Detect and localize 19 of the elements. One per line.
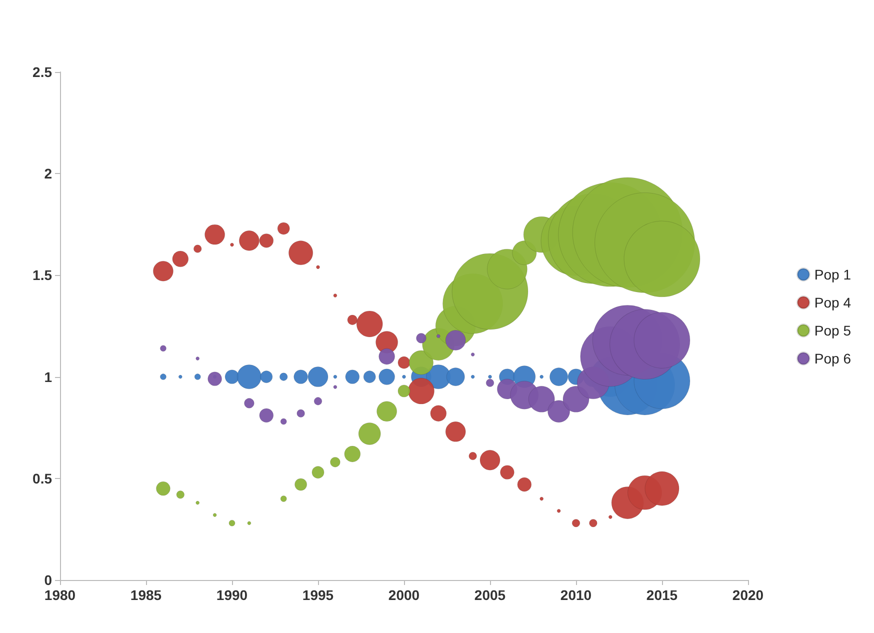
legend-label: Pop 6 [814,350,852,366]
y-tick-label: 1.5 [32,267,52,284]
legend-label: Pop 4 [814,294,852,310]
x-tick-label: 2005 [474,587,506,603]
x-tick-label: 2015 [646,587,678,603]
y-tick-label: 2 [44,166,52,182]
y-tick-label: 2.5 [32,64,52,80]
x-tick-label: 2010 [560,587,592,603]
y-tick-label: 0.5 [32,470,52,486]
x-tick-label: 2020 [732,587,764,603]
legend-label: Pop 1 [814,266,852,282]
legend-label: Pop 5 [814,322,852,338]
y-tick-label: 1 [44,368,52,385]
y-tick-label: 0 [44,572,52,588]
x-tick-label: 1985 [130,587,162,603]
x-tick-label: 1990 [216,587,248,603]
x-tick-label: 2000 [388,587,420,603]
x-tick-label: 1995 [302,587,334,603]
x-tick-label: 1980 [44,587,76,603]
